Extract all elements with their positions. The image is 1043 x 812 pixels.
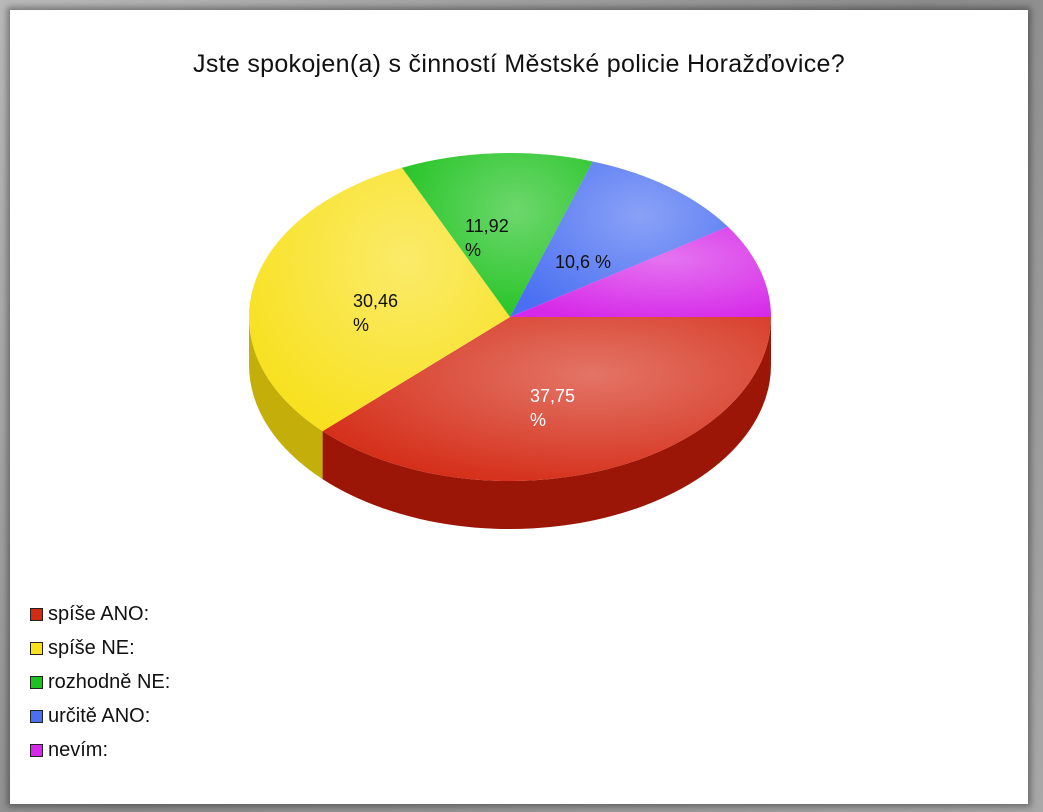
- slice-label-unit-1: %: [353, 315, 369, 335]
- legend-item: rozhodně NE:: [30, 665, 170, 699]
- legend-label: určitě ANO:: [48, 704, 151, 727]
- legend-swatch: [30, 743, 43, 757]
- legend-swatch: [30, 607, 43, 621]
- slice-label-unit-2: %: [465, 240, 481, 260]
- legend-item: spíše ANO:: [30, 597, 170, 631]
- pie-slice-highlight-1: [248, 167, 510, 432]
- legend-swatch: [30, 675, 43, 689]
- legend-label: spíše NE:: [48, 636, 135, 659]
- chart-title: Jste spokojen(a) s činností Městské poli…: [193, 50, 845, 78]
- slice-label-3: 10,6 %: [555, 252, 611, 272]
- legend-label: rozhodně NE:: [48, 670, 171, 693]
- pie-side-0: [322, 317, 771, 529]
- slice-label-unit-0: %: [530, 410, 546, 430]
- legend-swatch: [30, 641, 43, 655]
- pie-slice-highlight-0: [322, 317, 771, 481]
- pie-slice-highlight-3: [510, 161, 728, 317]
- pie-slice-highlight-2: [401, 152, 593, 317]
- pie-side-1: [249, 317, 323, 480]
- chart-panel: Jste spokojen(a) s činností Městské poli…: [10, 10, 1028, 804]
- legend-item: spíše NE:: [30, 631, 170, 665]
- legend-swatch: [30, 709, 43, 723]
- pie-chart: 37,75% 30,46% 11,92% 10,6 %: [248, 152, 771, 529]
- slice-label-1: 30,46: [353, 291, 398, 311]
- pie-slice-highlight-4: [510, 226, 771, 317]
- legend-label: nevím:: [48, 738, 109, 761]
- slice-label-2: 11,92: [465, 216, 509, 236]
- legend: spíše ANO: spíše NE: rozhodně NE: určitě AN…: [30, 597, 170, 767]
- legend-label: spíše ANO:: [48, 602, 150, 625]
- legend-item: nevím:: [30, 733, 170, 767]
- legend-item: určitě ANO:: [30, 699, 170, 733]
- slice-label-0: 37,75: [530, 386, 575, 406]
